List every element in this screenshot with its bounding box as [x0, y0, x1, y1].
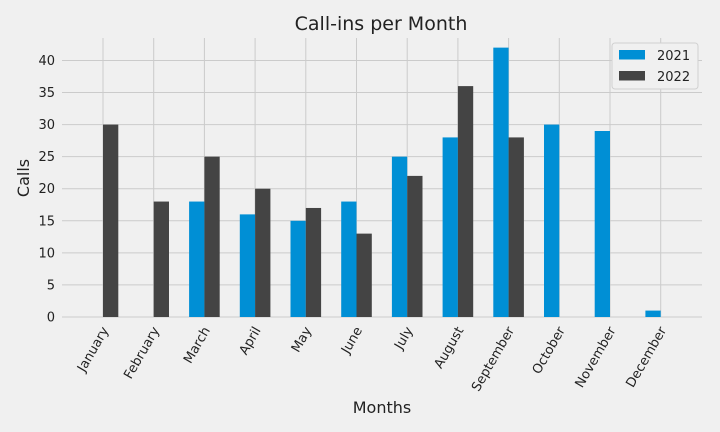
- legend-label: 2022: [657, 70, 690, 85]
- y-tick-label: 0: [47, 311, 55, 326]
- bar-2021-august: [442, 137, 458, 317]
- bar-2021-april: [239, 214, 256, 317]
- bar-2022-april: [255, 188, 271, 317]
- bar-2021-july: [391, 156, 408, 317]
- x-tick-label: March: [181, 325, 214, 367]
- bar-2022-january: [103, 124, 119, 317]
- x-tick-label: August: [432, 325, 468, 372]
- x-tick-label: June: [338, 325, 366, 358]
- bar-2021-may: [290, 220, 306, 317]
- x-tick-label: October: [530, 324, 569, 377]
- bar-2021-june: [341, 201, 357, 317]
- bar-2021-december: [645, 310, 661, 317]
- chart-title: Call-ins per Month: [295, 13, 468, 35]
- x-tick-label: February: [121, 324, 163, 382]
- x-axis-label: Months: [353, 398, 411, 417]
- y-tick-label: 15: [38, 214, 55, 229]
- bar-2021-november: [594, 131, 610, 317]
- x-tick-label: September: [469, 324, 518, 394]
- bar-2022-february: [153, 201, 169, 317]
- x-tick-label: May: [289, 324, 316, 355]
- y-tick-label: 20: [38, 182, 55, 197]
- legend-swatch: [619, 71, 645, 81]
- bar-2021-october: [544, 124, 560, 317]
- x-tick-label: January: [74, 324, 112, 375]
- bar-2021-september: [493, 47, 509, 317]
- y-tick-label: 10: [38, 246, 55, 261]
- y-tick-label: 5: [47, 278, 55, 293]
- bar-2022-july: [407, 175, 423, 317]
- x-axis-ticks: January February March April May June July Augu…: [74, 324, 670, 394]
- legend-label: 2021: [657, 49, 690, 64]
- x-tick-label: December: [623, 324, 670, 390]
- y-axis-label: Calls: [14, 159, 33, 197]
- bar-2022-may: [305, 207, 322, 317]
- bar-2021-march: [189, 201, 205, 317]
- bar-2022-september: [508, 137, 524, 317]
- legend: 2021 2022: [611, 42, 699, 90]
- y-tick-label: 35: [38, 86, 55, 101]
- legend-swatch: [619, 50, 645, 60]
- x-tick-label: July: [391, 324, 416, 353]
- y-tick-label: 30: [38, 118, 55, 133]
- bar-2022-august: [457, 86, 474, 317]
- x-tick-label: April: [237, 325, 265, 358]
- bar-2022-march: [204, 156, 220, 317]
- y-axis-ticks: 0 5 10 15 20 25 30 35 40: [38, 54, 55, 326]
- y-tick-label: 40: [38, 54, 55, 69]
- y-tick-label: 25: [38, 150, 55, 165]
- bar-2022-june: [356, 233, 372, 317]
- bars: [103, 47, 661, 317]
- x-tick-label: November: [573, 324, 620, 391]
